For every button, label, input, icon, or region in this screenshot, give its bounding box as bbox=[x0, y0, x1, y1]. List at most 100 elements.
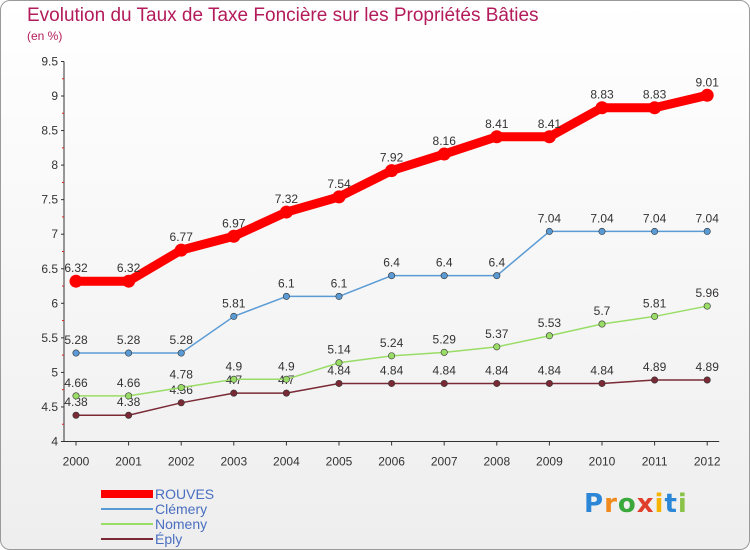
x-tick-label: 2012 bbox=[694, 455, 721, 469]
data-label: 6.77 bbox=[170, 230, 194, 244]
data-point bbox=[545, 227, 553, 235]
logo-letter: o bbox=[617, 489, 637, 519]
data-label: 4.84 bbox=[327, 363, 351, 377]
chart-title: Evolution du Taux de Taxe Foncière sur l… bbox=[27, 5, 539, 26]
data-point bbox=[230, 389, 238, 397]
data-label: 7.92 bbox=[380, 151, 404, 165]
data-point bbox=[437, 147, 451, 161]
data-label: 5.29 bbox=[433, 332, 457, 346]
data-label: 6.1 bbox=[331, 276, 348, 290]
data-point bbox=[230, 312, 238, 320]
legend-label: Éply bbox=[155, 531, 183, 547]
y-tick-label: 8 bbox=[51, 158, 58, 172]
data-label: 5.28 bbox=[117, 333, 141, 347]
data-point bbox=[72, 349, 80, 357]
y-tick-label: 5.5 bbox=[41, 331, 58, 345]
data-label: 8.41 bbox=[538, 117, 562, 131]
data-label: 4.9 bbox=[278, 359, 295, 373]
legend-swatch bbox=[101, 523, 153, 525]
data-label: 6.1 bbox=[278, 276, 295, 290]
data-point bbox=[651, 312, 659, 320]
data-label: 7.04 bbox=[590, 211, 614, 225]
data-point bbox=[493, 379, 501, 387]
x-tick-label: 2010 bbox=[589, 455, 616, 469]
data-label: 4.9 bbox=[225, 359, 242, 373]
data-point bbox=[335, 359, 343, 367]
data-point bbox=[545, 332, 553, 340]
data-label: 5.7 bbox=[594, 304, 611, 318]
data-label: 7.32 bbox=[275, 192, 299, 206]
legend-label: Clémery bbox=[155, 501, 208, 517]
data-point bbox=[230, 375, 238, 383]
data-label: 4.38 bbox=[64, 395, 88, 409]
data-label: 4.66 bbox=[64, 376, 88, 390]
logo-letter: i bbox=[654, 489, 665, 519]
y-tick-label: 9 bbox=[51, 89, 58, 103]
data-label: 4.84 bbox=[590, 363, 614, 377]
proxiti-logo: Proxiti bbox=[584, 489, 688, 519]
data-point bbox=[703, 227, 711, 235]
data-label: 5.81 bbox=[222, 296, 246, 310]
data-label: 7.54 bbox=[327, 177, 351, 191]
data-label: 7.04 bbox=[696, 211, 720, 225]
y-tick-label: 6.5 bbox=[41, 262, 58, 276]
logo-letter: P bbox=[584, 489, 605, 519]
data-point bbox=[332, 190, 346, 204]
y-tick-label: 8.5 bbox=[41, 124, 58, 138]
data-point bbox=[177, 399, 185, 407]
y-tick-label: 7.5 bbox=[41, 193, 58, 207]
data-label: 8.83 bbox=[590, 88, 614, 102]
data-label: 4.84 bbox=[380, 363, 404, 377]
data-point bbox=[651, 227, 659, 235]
data-label: 6.4 bbox=[488, 256, 505, 270]
data-label: 5.24 bbox=[380, 336, 404, 350]
data-point bbox=[545, 379, 553, 387]
legend-swatch bbox=[101, 538, 153, 540]
data-label: 6.4 bbox=[383, 256, 400, 270]
y-tick-label: 6 bbox=[51, 296, 58, 310]
x-tick-label: 2005 bbox=[326, 455, 353, 469]
data-point bbox=[542, 130, 556, 144]
y-tick-label: 4.5 bbox=[41, 400, 58, 414]
data-label: 4.84 bbox=[538, 363, 562, 377]
data-point bbox=[282, 375, 290, 383]
data-point bbox=[648, 101, 662, 115]
data-point bbox=[72, 411, 80, 419]
data-label: 4.84 bbox=[485, 363, 509, 377]
data-label: 4.89 bbox=[643, 360, 667, 374]
data-label: 5.96 bbox=[696, 286, 720, 300]
data-point bbox=[440, 348, 448, 356]
data-point bbox=[490, 130, 504, 144]
x-tick-label: 2009 bbox=[536, 455, 563, 469]
x-tick-label: 2007 bbox=[431, 455, 458, 469]
data-label: 6.97 bbox=[222, 216, 246, 230]
logo-letter: i bbox=[677, 489, 688, 519]
y-tick-label: 9.5 bbox=[41, 54, 58, 68]
data-point bbox=[125, 349, 133, 357]
y-tick-label: 4 bbox=[51, 435, 58, 449]
data-point bbox=[177, 349, 185, 357]
data-point bbox=[703, 376, 711, 384]
data-point bbox=[279, 205, 293, 219]
chart-subtitle: (en %) bbox=[27, 29, 63, 43]
y-tick-label: 5 bbox=[51, 365, 58, 379]
legend-swatch bbox=[101, 508, 153, 510]
data-point bbox=[700, 88, 714, 102]
y-tick-label: 7 bbox=[51, 227, 58, 241]
data-point bbox=[282, 389, 290, 397]
data-point bbox=[125, 392, 133, 400]
data-label: 6.32 bbox=[117, 261, 141, 275]
x-tick-label: 2004 bbox=[273, 455, 300, 469]
data-point bbox=[493, 272, 501, 280]
data-point bbox=[227, 229, 241, 243]
x-tick-label: 2011 bbox=[642, 455, 668, 469]
data-label: 5.37 bbox=[485, 327, 509, 341]
data-point bbox=[703, 302, 711, 310]
data-label: 4.84 bbox=[433, 363, 457, 377]
data-label: 4.78 bbox=[170, 368, 194, 382]
data-label: 5.28 bbox=[64, 333, 88, 347]
data-point bbox=[493, 343, 501, 351]
data-label: 4.66 bbox=[117, 376, 141, 390]
data-point bbox=[125, 411, 133, 419]
